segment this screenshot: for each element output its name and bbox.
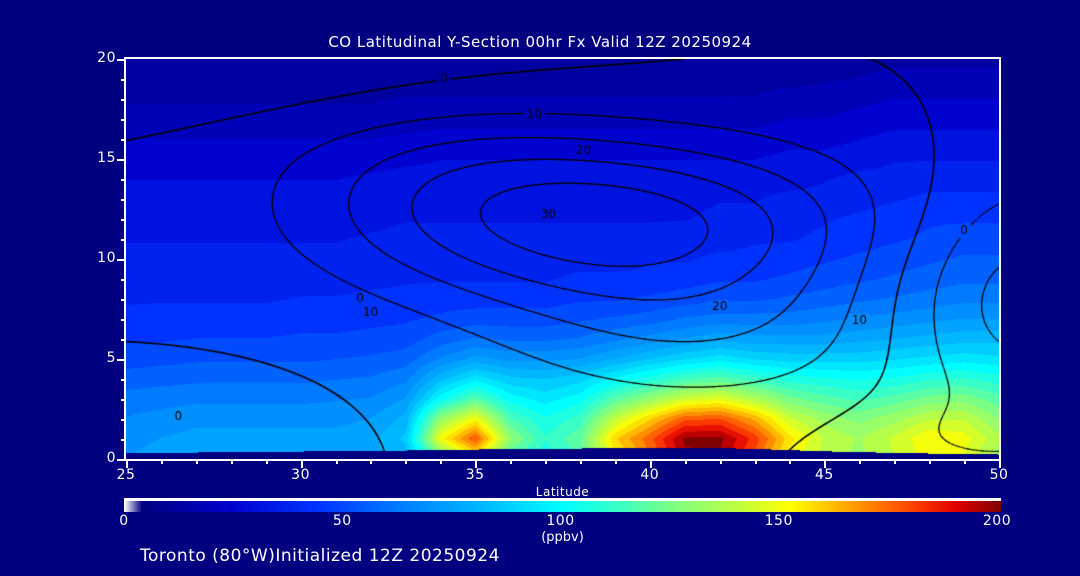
x-minor-tick [440,459,443,464]
x-tick-label-30: 30 [291,467,311,483]
x-minor-tick [684,459,687,464]
x-minor-tick [195,459,198,464]
page-title: CO Latitudinal Y-Section 00hr Fx Valid 1… [328,33,752,51]
x-minor-tick [579,459,582,464]
x-minor-tick [405,459,408,464]
y-minor-tick [121,439,126,441]
x-minor-tick [754,459,757,464]
x-major-tick [824,459,827,468]
y-minor-tick [121,219,126,221]
y-minor-tick [121,279,126,281]
co-cross-section-canvas [126,59,999,459]
x-minor-tick [335,459,338,464]
x-minor-tick [510,459,513,464]
colorbar-unit-label: (ppbv) [541,530,584,545]
footer-label: Toronto (80°W)Initialized 12Z 20250924 [140,546,500,566]
y-tick-label-0: 0 [106,450,116,466]
y-minor-tick [121,339,126,341]
x-minor-tick [859,459,862,464]
colorbar [124,501,1001,512]
y-minor-tick [121,379,126,381]
x-major-tick [300,459,303,468]
y-minor-tick [121,399,126,401]
y-minor-tick [121,419,126,421]
x-tick-label-45: 45 [814,467,834,483]
x-major-tick [999,459,1001,468]
x-tick-label-40: 40 [640,467,660,483]
colorbar-tick-label-0: 0 [119,513,129,529]
y-major-tick [117,359,126,361]
plot-area [124,57,1001,461]
y-minor-tick [121,119,126,121]
x-minor-tick [614,459,617,464]
x-tick-label-35: 35 [465,467,485,483]
x-major-tick [649,459,652,468]
x-minor-tick [964,459,967,464]
y-major-tick [117,159,126,161]
y-tick-label-10: 10 [97,250,116,266]
y-tick-label-20: 20 [97,50,116,66]
y-minor-tick [121,139,126,141]
x-major-tick [126,459,128,468]
x-axis-title: Latitude [535,485,590,499]
y-minor-tick [121,179,126,181]
colorbar-top-rule [124,498,1001,501]
x-minor-tick [230,459,233,464]
colorbar-tick-label-50: 50 [332,513,352,529]
colorbar-tick-label-100: 100 [546,513,575,529]
y-minor-tick [121,239,126,241]
y-minor-tick [121,299,126,301]
x-minor-tick [719,459,722,464]
y-major-tick [117,59,126,61]
y-tick-label-5: 5 [106,350,116,366]
y-major-tick [117,259,126,261]
y-minor-tick [121,79,126,81]
y-minor-tick [121,319,126,321]
colorbar-tick-label-200: 200 [982,513,1012,529]
x-minor-tick [545,459,548,464]
x-minor-tick [789,459,792,464]
x-major-tick [475,459,478,468]
x-tick-label-50: 50 [989,467,1009,483]
colorbar-tick-label-150: 150 [764,513,793,529]
x-minor-tick [894,459,897,464]
x-minor-tick [370,459,373,464]
x-minor-tick [929,459,932,464]
y-tick-label-15: 15 [97,150,116,166]
x-minor-tick [265,459,268,464]
x-minor-tick [160,459,163,464]
x-tick-label-25: 25 [116,467,136,483]
y-major-tick [117,459,126,461]
y-minor-tick [121,99,126,101]
y-minor-tick [121,199,126,201]
